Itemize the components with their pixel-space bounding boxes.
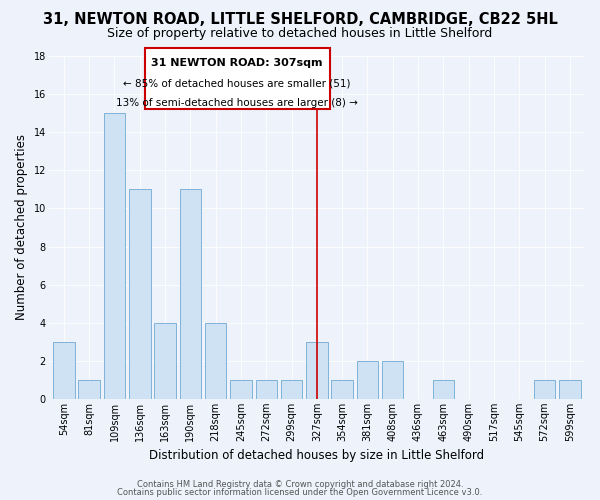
Text: 31 NEWTON ROAD: 307sqm: 31 NEWTON ROAD: 307sqm: [151, 58, 323, 68]
Text: Contains public sector information licensed under the Open Government Licence v3: Contains public sector information licen…: [118, 488, 482, 497]
Bar: [382, 361, 403, 399]
Bar: [79, 380, 100, 399]
Bar: [559, 380, 581, 399]
Bar: [256, 380, 277, 399]
Text: ← 85% of detached houses are smaller (51): ← 85% of detached houses are smaller (51…: [124, 79, 351, 89]
Text: 13% of semi-detached houses are larger (8) →: 13% of semi-detached houses are larger (…: [116, 98, 358, 108]
Bar: [306, 342, 328, 399]
Bar: [356, 361, 378, 399]
Text: Contains HM Land Registry data © Crown copyright and database right 2024.: Contains HM Land Registry data © Crown c…: [137, 480, 463, 489]
Bar: [205, 322, 226, 399]
Bar: [179, 190, 201, 399]
Bar: [53, 342, 74, 399]
FancyBboxPatch shape: [145, 48, 329, 110]
X-axis label: Distribution of detached houses by size in Little Shelford: Distribution of detached houses by size …: [149, 450, 484, 462]
Bar: [129, 190, 151, 399]
Bar: [154, 322, 176, 399]
Bar: [104, 113, 125, 399]
Bar: [433, 380, 454, 399]
Text: 31, NEWTON ROAD, LITTLE SHELFORD, CAMBRIDGE, CB22 5HL: 31, NEWTON ROAD, LITTLE SHELFORD, CAMBRI…: [43, 12, 557, 28]
Bar: [230, 380, 252, 399]
Text: Size of property relative to detached houses in Little Shelford: Size of property relative to detached ho…: [107, 28, 493, 40]
Bar: [331, 380, 353, 399]
Bar: [534, 380, 555, 399]
Bar: [281, 380, 302, 399]
Y-axis label: Number of detached properties: Number of detached properties: [15, 134, 28, 320]
